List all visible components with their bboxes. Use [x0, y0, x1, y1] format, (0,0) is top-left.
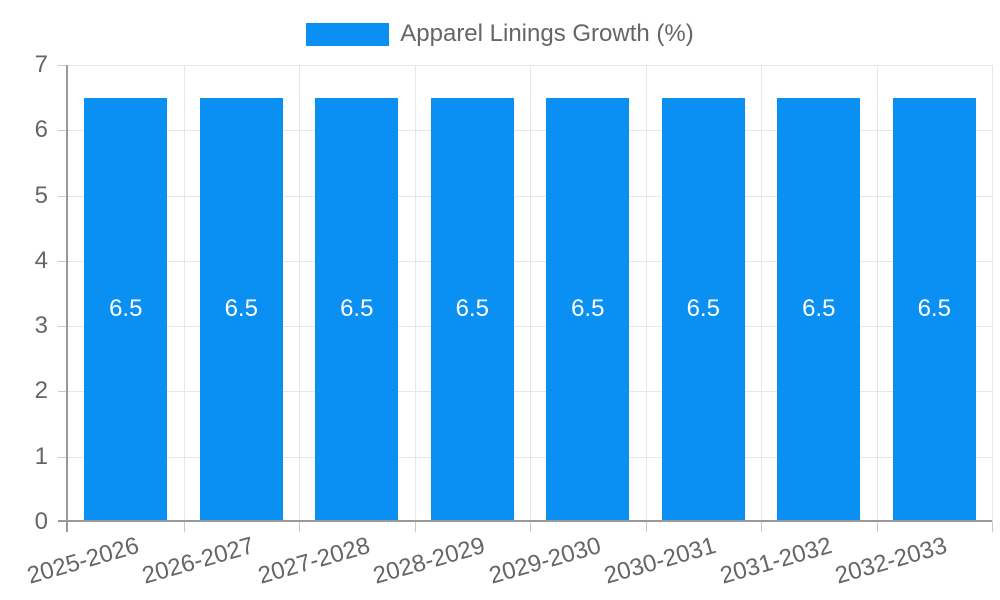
x-gridline: [992, 65, 993, 522]
x-tick-label: 2026-2027: [139, 532, 258, 590]
bar-2032-2033[interactable]: [892, 97, 976, 520]
y-tick-mark: [58, 456, 68, 458]
bar-2031-2032[interactable]: [777, 97, 861, 520]
x-tick-label: 2025-2026: [24, 532, 142, 590]
bar-2026-2027[interactable]: [199, 97, 283, 520]
x-tick-mark: [645, 522, 647, 532]
y-tick-label: 2: [34, 377, 48, 405]
x-tick-label: 2028-2029: [370, 532, 489, 590]
y-tick-label: 0: [34, 508, 48, 535]
x-tick-mark: [299, 522, 300, 532]
x-gridline: [299, 65, 300, 522]
x-tick-label: 2032-2033: [832, 532, 951, 590]
bar-2027-2028[interactable]: [315, 97, 399, 520]
bar-value-label: 6.5: [802, 294, 836, 322]
x-tick-mark: [876, 522, 878, 532]
y-tick-mark: [58, 195, 68, 197]
bar-2029-2030[interactable]: [546, 97, 630, 520]
x-tick-label: 2030-2031: [601, 532, 720, 590]
y-axis-line: [66, 65, 68, 532]
bar-value-label: 6.5: [917, 294, 951, 322]
x-gridline: [761, 65, 762, 522]
x-gridline: [530, 65, 531, 522]
x-tick-mark: [183, 522, 185, 532]
bar-value-label: 6.5: [109, 294, 143, 322]
x-tick-mark: [992, 522, 993, 532]
legend-item-apparel-linings-growth[interactable]: Apparel Linings Growth (%): [0, 20, 1000, 48]
bar-2025-2026[interactable]: [84, 97, 168, 520]
bar-value-label: 6.5: [686, 294, 720, 322]
bar-value-label: 6.5: [571, 294, 605, 322]
x-axis-line: [58, 520, 992, 522]
y-tick-mark: [58, 130, 68, 132]
x-gridline: [183, 65, 185, 522]
x-tick-label: 2029-2030: [486, 532, 604, 590]
y-tick-label: 6: [34, 116, 48, 144]
x-gridline: [876, 65, 878, 522]
y-tick-label: 4: [34, 246, 48, 274]
x-gridline: [645, 65, 647, 522]
bar-value-label: 6.5: [455, 294, 489, 322]
y-tick-mark: [58, 260, 68, 262]
x-tick-mark: [530, 522, 531, 532]
x-tick-mark: [761, 522, 762, 532]
x-tick-label: 2027-2028: [255, 532, 373, 590]
y-tick-label: 3: [34, 312, 48, 340]
bar-2028-2029[interactable]: [430, 97, 514, 520]
x-tick-mark: [414, 522, 416, 532]
bar-2030-2031[interactable]: [661, 97, 745, 520]
y-tick-mark: [58, 326, 68, 328]
x-gridline: [414, 65, 416, 522]
legend-label: Apparel Linings Growth (%): [400, 20, 694, 47]
y-tick-label: 1: [34, 442, 48, 470]
y-tick-label: 7: [34, 51, 48, 78]
y-tick-mark: [58, 391, 68, 393]
legend-swatch-icon: [306, 22, 390, 46]
bar-value-label: 6.5: [340, 294, 374, 322]
x-tick-label: 2031-2032: [717, 532, 835, 590]
y-tick-mark: [58, 65, 68, 66]
y-tick-label: 5: [34, 181, 48, 209]
bar-value-label: 6.5: [224, 294, 258, 322]
